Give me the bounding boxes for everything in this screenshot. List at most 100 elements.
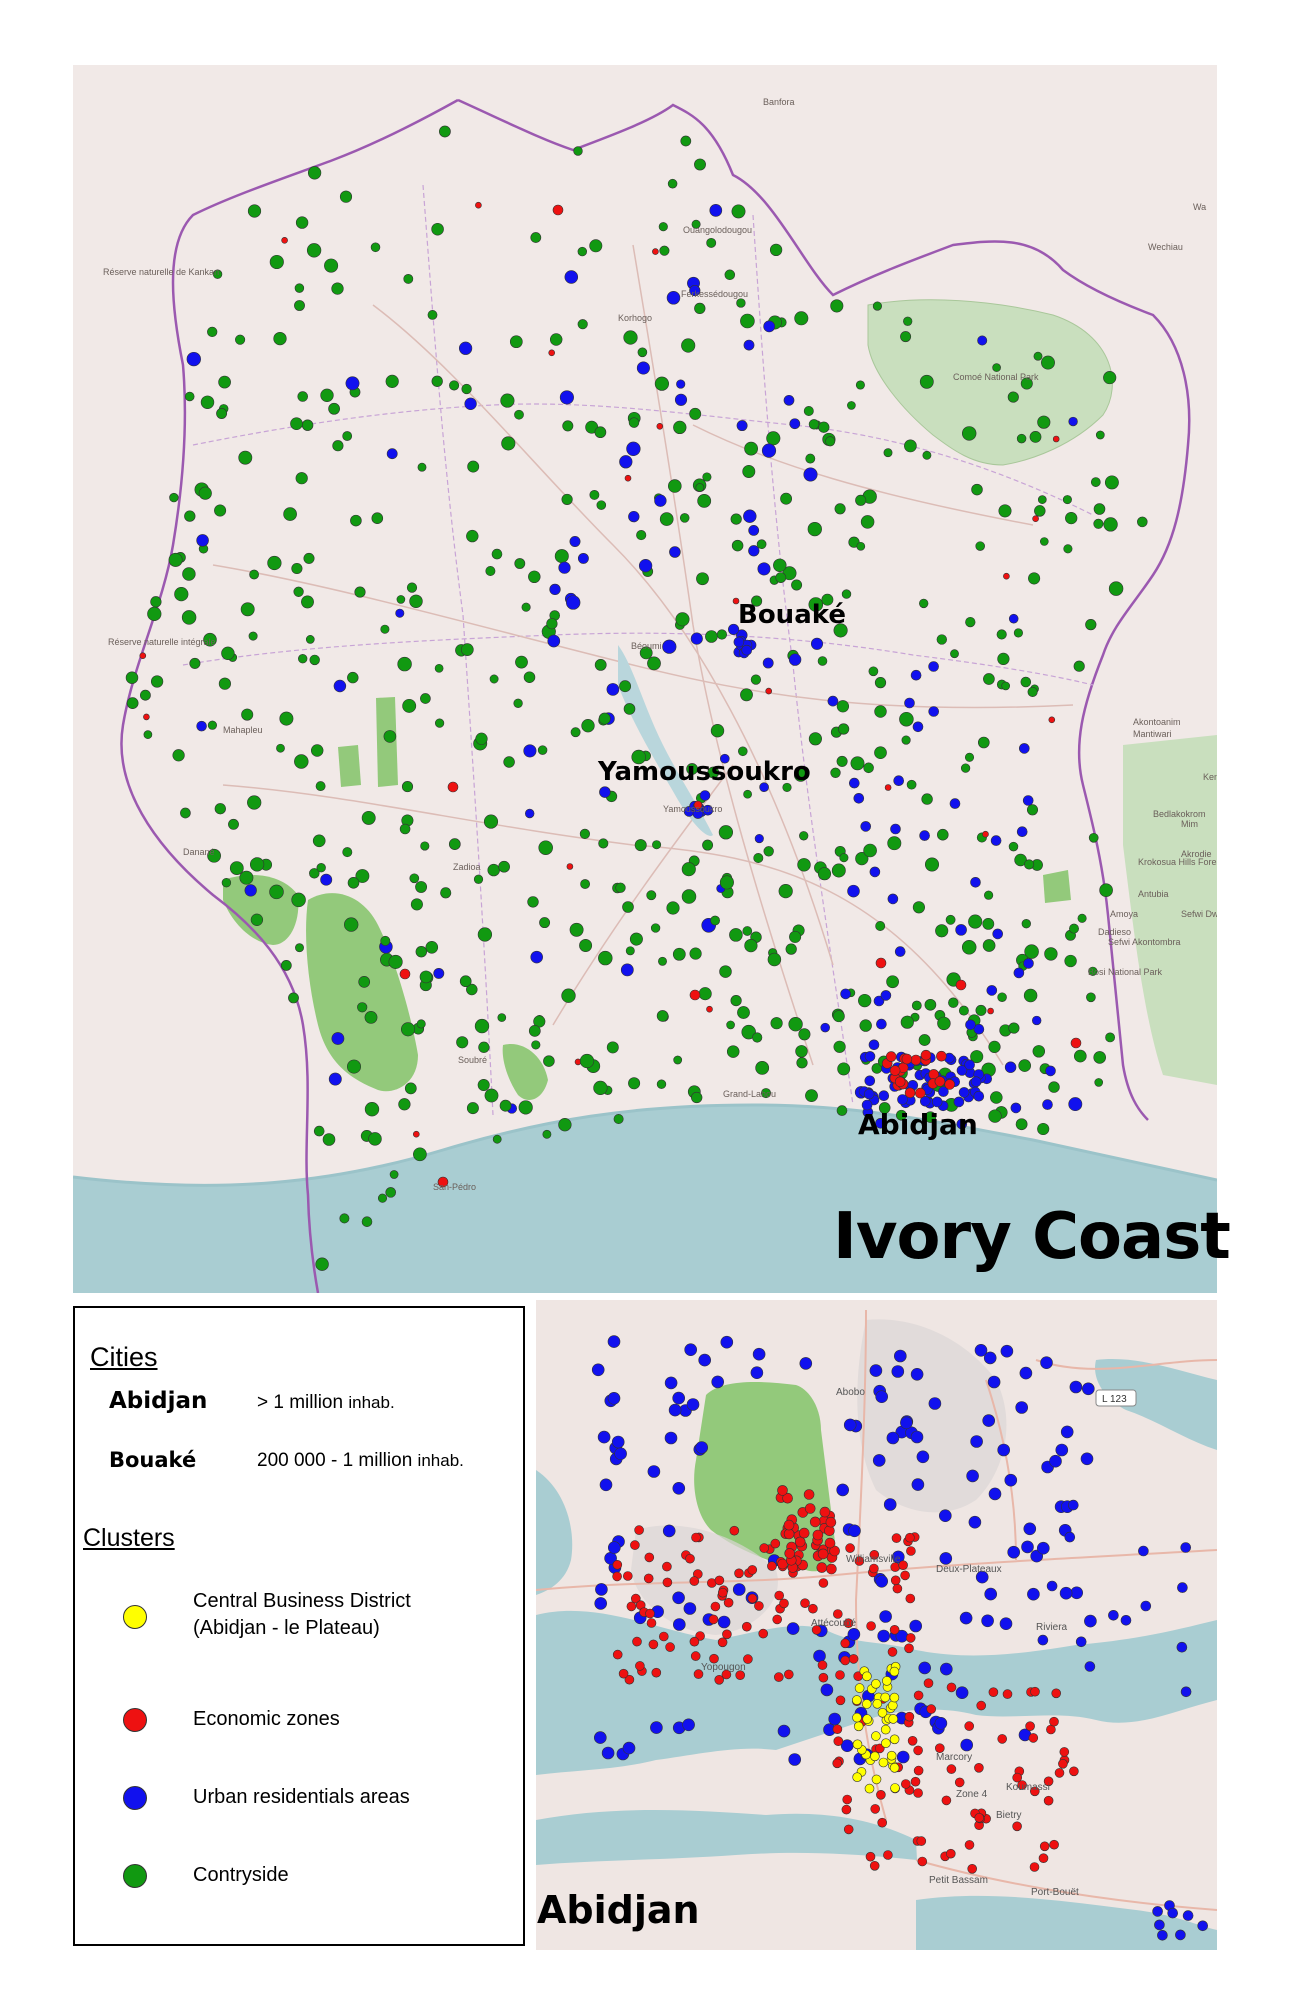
countryside-point xyxy=(872,301,882,311)
countryside-point xyxy=(419,970,433,984)
residential-point xyxy=(848,777,860,789)
countryside-point xyxy=(370,242,381,253)
residential-point xyxy=(186,351,201,367)
residential-point xyxy=(1007,1545,1021,1559)
residential-point xyxy=(959,1611,973,1625)
residential-point xyxy=(1167,1907,1179,1919)
countryside-point xyxy=(742,465,756,478)
residential-point xyxy=(320,873,333,886)
cbd-point xyxy=(886,1750,897,1761)
countryside-point xyxy=(673,1055,683,1065)
countryside-point xyxy=(293,586,304,597)
residential-point xyxy=(732,1583,746,1596)
legend-city-bouake-range: 200 000 - 1 million inhab. xyxy=(257,1450,464,1472)
countryside-point xyxy=(1048,1081,1060,1093)
residential-point xyxy=(788,653,802,666)
countryside-point xyxy=(901,735,911,745)
residential-point xyxy=(968,1515,982,1529)
residential-point xyxy=(970,1435,983,1448)
economic-point xyxy=(714,1575,725,1586)
residential-point xyxy=(893,1349,907,1363)
countryside-point xyxy=(240,602,255,617)
residential-point xyxy=(890,823,901,835)
countryside-point xyxy=(406,582,418,593)
countryside-point xyxy=(904,439,917,453)
residential-point xyxy=(684,1343,697,1357)
residential-point xyxy=(1040,1356,1053,1370)
countryside-point xyxy=(371,512,384,524)
economic-point xyxy=(883,1850,893,1860)
residential-point xyxy=(754,834,764,844)
economic-point xyxy=(889,1065,901,1076)
residential-point xyxy=(986,985,998,996)
countryside-point xyxy=(983,673,995,685)
countryside-point xyxy=(241,708,254,721)
abidjan-inset-map[interactable]: L 123 Abobo Williamsville Deux-Plateaux … xyxy=(536,1300,1217,1950)
cbd-point xyxy=(889,1762,900,1773)
economic-point xyxy=(783,1519,795,1531)
countryside-point xyxy=(673,420,687,435)
countryside-point xyxy=(420,693,431,704)
countryside-point xyxy=(528,1025,541,1037)
economic-point xyxy=(630,1540,640,1550)
economic-point xyxy=(721,1669,732,1680)
residential-point xyxy=(886,1431,900,1445)
countryside-point xyxy=(992,363,1001,372)
coast-line xyxy=(73,1103,1217,1187)
economic-point xyxy=(777,1485,788,1496)
countryside-point xyxy=(347,877,360,889)
residential-point xyxy=(897,1094,908,1105)
countryside-point xyxy=(1041,355,1055,370)
countryside-point xyxy=(982,939,996,952)
residential-point xyxy=(820,1022,830,1033)
inset-urban-west xyxy=(631,1525,778,1635)
residential-point xyxy=(1070,1586,1084,1600)
cbd-point xyxy=(888,1714,899,1724)
residential-point xyxy=(757,562,771,576)
countryside-point xyxy=(561,493,573,505)
countryside-point xyxy=(212,269,223,279)
economic-point xyxy=(982,830,989,838)
cbd-point xyxy=(880,1692,891,1703)
residential-point xyxy=(953,1096,965,1108)
economic-point xyxy=(656,422,664,430)
countryside-point xyxy=(125,671,139,684)
residential-point xyxy=(577,552,589,564)
economic-point xyxy=(548,349,556,357)
residential-point xyxy=(828,1712,842,1726)
residential-point xyxy=(1042,1099,1053,1110)
countryside-point xyxy=(207,848,221,863)
residential-point xyxy=(973,1023,985,1035)
ivory-coast-map[interactable]: Banfora Ouangolodougou Ferkessédougou Ko… xyxy=(73,65,1217,1293)
economic-point xyxy=(848,1654,859,1664)
place-label: Deux-Plateaux xyxy=(936,1564,1002,1575)
countryside-point xyxy=(968,914,983,929)
countryside-point xyxy=(836,700,850,713)
cbd-point xyxy=(852,1712,862,1723)
economic-point xyxy=(743,1654,753,1664)
countryside-point xyxy=(320,388,334,402)
residential-point xyxy=(840,988,851,1000)
countryside-point xyxy=(863,762,874,774)
countryside-point xyxy=(679,513,690,523)
place-label: Comoé National Park xyxy=(953,372,1039,382)
countryside-point xyxy=(276,743,285,753)
countryside-point xyxy=(659,512,674,526)
residential-point xyxy=(1064,1531,1076,1543)
economic-point xyxy=(832,1758,843,1769)
countryside-point xyxy=(434,718,445,728)
countryside-point xyxy=(295,472,308,485)
economic-point xyxy=(783,1528,795,1540)
residential-point xyxy=(1152,1906,1163,1917)
countryside-point xyxy=(396,595,406,604)
economic-point xyxy=(832,1724,843,1735)
countryside-point xyxy=(937,828,949,841)
place-label: Bosi National Park xyxy=(1088,967,1163,977)
countryside-point xyxy=(796,1057,808,1069)
residential-point xyxy=(564,270,579,284)
countryside-point xyxy=(990,1091,1003,1104)
countryside-point xyxy=(1020,377,1033,390)
countryside-point xyxy=(489,674,499,684)
residential-point xyxy=(928,1397,942,1410)
residential-point xyxy=(395,608,405,618)
